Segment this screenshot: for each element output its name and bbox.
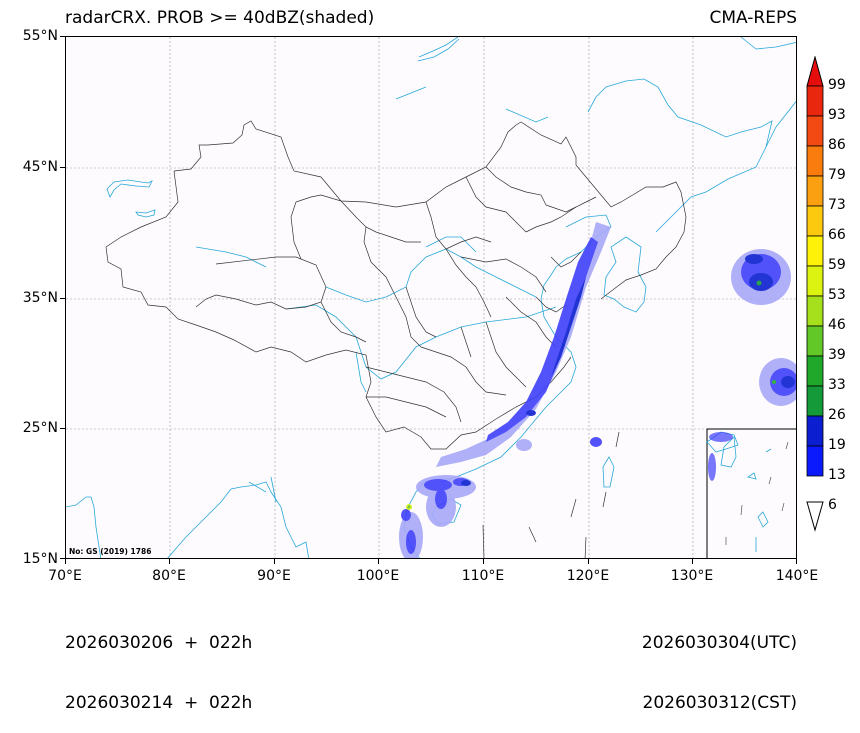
lat-label-45: 45°N xyxy=(22,159,58,175)
lon-label-70: 70°E xyxy=(48,568,82,584)
lon-tick xyxy=(65,559,66,564)
lat-label-25: 25°N xyxy=(22,420,58,436)
model-name: CMA-REPS xyxy=(709,8,797,28)
init-time-block: 2026030206 + 022h 2026030214 + 022h xyxy=(65,593,252,733)
colorbar-label: 33 xyxy=(828,377,846,393)
lon-label-140: 140°E xyxy=(775,568,819,584)
colorbar xyxy=(806,55,824,536)
colorbar-label: 39 xyxy=(828,347,846,363)
lon-label-100: 100°E xyxy=(356,568,400,584)
south-china-sea-inset xyxy=(706,428,796,558)
colorbar-label: 86 xyxy=(828,137,846,153)
colorbar-label: 66 xyxy=(828,227,846,243)
colorbar-over-arrow xyxy=(806,55,824,87)
lon-label-120: 120°E xyxy=(566,568,610,584)
init-utc-line: 2026030206 + 022h xyxy=(65,633,253,653)
colorbar-label: 53 xyxy=(828,287,846,303)
lat-tick xyxy=(60,167,65,168)
chart-title: radarCRX. PROB >= 40dBZ(shaded) xyxy=(65,8,375,28)
colorbar-label: 73 xyxy=(828,197,846,213)
init-cst-line: 2026030214 + 022h xyxy=(65,693,253,713)
lat-label-55: 55°N xyxy=(22,28,58,44)
colorbar-label: 99 xyxy=(828,77,846,93)
borders xyxy=(105,120,687,558)
lon-tick xyxy=(588,559,589,564)
valid-time-block: 2026030304(UTC) 2026030312(CST) xyxy=(642,593,797,733)
lat-label-35: 35°N xyxy=(22,290,58,306)
lon-label-90: 90°E xyxy=(257,568,291,584)
colorbar-label: 59 xyxy=(828,257,846,273)
lon-tick xyxy=(796,559,797,564)
colorbar-label: 6 xyxy=(828,497,837,513)
colorbar-graphic xyxy=(806,55,824,532)
lon-label-80: 80°E xyxy=(152,568,186,584)
probability-shading xyxy=(399,222,796,558)
lon-label-130: 130°E xyxy=(670,568,714,584)
map-canvas xyxy=(66,37,796,558)
lat-tick xyxy=(60,298,65,299)
lat-tick xyxy=(60,428,65,429)
lon-label-110: 110°E xyxy=(461,568,505,584)
map-approval-number: No: GS (2019) 1786 xyxy=(69,547,152,556)
colorbar-label: 46 xyxy=(828,317,846,333)
lat-label-15: 15°N xyxy=(22,551,58,567)
lon-tick xyxy=(169,559,170,564)
colorbar-under-arrow xyxy=(806,501,824,532)
valid-utc: 2026030304(UTC) xyxy=(641,633,797,653)
map-plot-area: No: GS (2019) 1786 xyxy=(65,36,797,559)
colorbar-label: 79 xyxy=(828,167,846,183)
lat-tick xyxy=(60,558,65,559)
lon-tick xyxy=(692,559,693,564)
colorbar-label: 13 xyxy=(828,467,846,483)
colorbar-label: 26 xyxy=(828,407,846,423)
colorbar-label: 19 xyxy=(828,437,846,453)
colorbar-label: 93 xyxy=(828,107,846,123)
lon-tick xyxy=(483,559,484,564)
valid-cst: 2026030312(CST) xyxy=(642,693,797,713)
lat-tick xyxy=(60,36,65,37)
lon-tick xyxy=(378,559,379,564)
lon-tick xyxy=(274,559,275,564)
